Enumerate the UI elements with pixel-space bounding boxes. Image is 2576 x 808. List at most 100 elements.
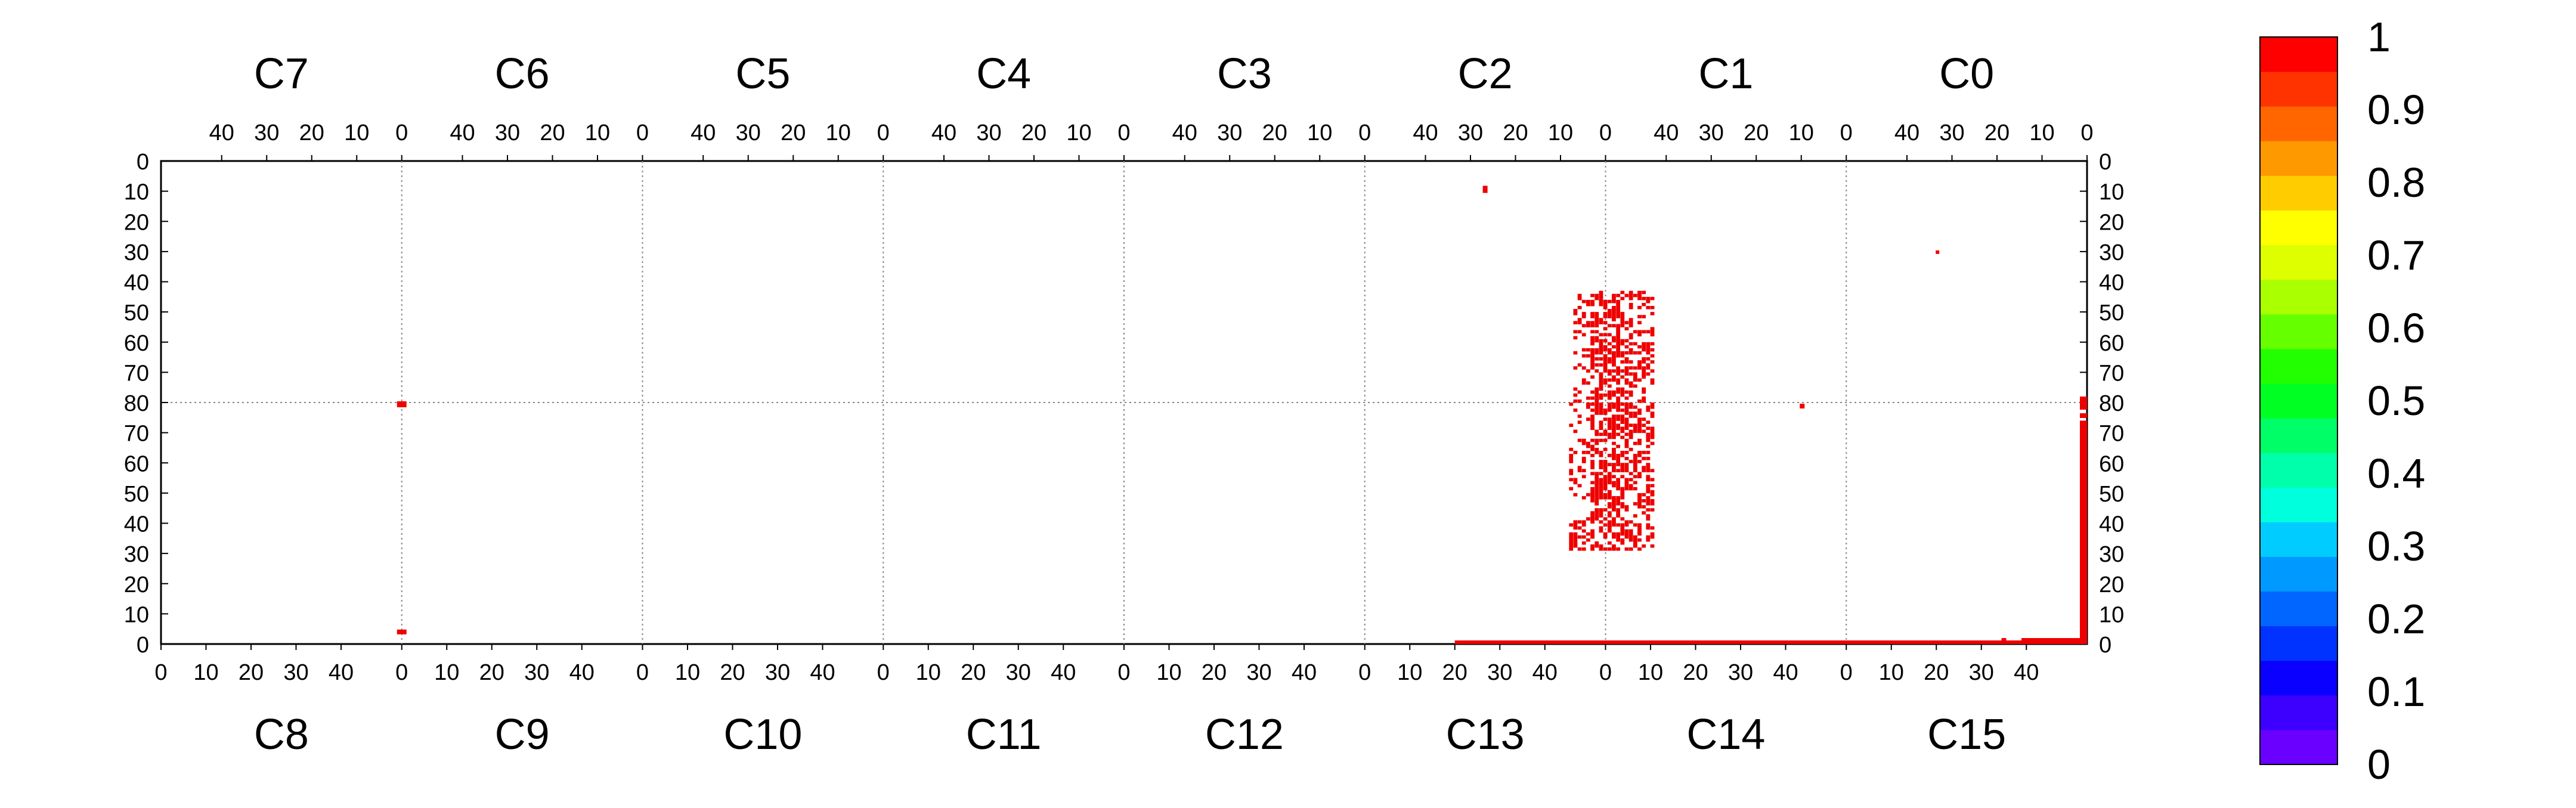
heatmap-cell	[1616, 333, 1621, 337]
heatmap-cell	[1612, 423, 1616, 428]
heatmap-cell	[1586, 381, 1590, 385]
heatmap-cell	[1594, 541, 1599, 545]
heatmap-cell	[1628, 547, 1633, 551]
heatmap-cell	[1646, 405, 1651, 409]
heatmap-cell	[1594, 502, 1599, 506]
heatmap-cell	[1612, 457, 1616, 460]
heatmap-cell	[1590, 366, 1595, 370]
heatmap-cell	[1586, 417, 1590, 421]
heatmap-cell	[1628, 403, 1633, 406]
heatmap-cell	[1620, 426, 1625, 431]
colorbar-segment	[2260, 729, 2337, 765]
colorbar-tick-label: 0.7	[2367, 232, 2425, 278]
heatmap-cell	[1594, 348, 1599, 352]
colorbar-segment	[2260, 348, 2337, 384]
heatmap-cell	[1607, 396, 1612, 400]
heatmap-cell	[1581, 520, 1586, 524]
heatmap-cell	[1650, 342, 1655, 346]
y-tick-left-label: 60	[124, 331, 149, 356]
heatmap-cell	[1569, 423, 1574, 428]
y-tick-right-label: 50	[2099, 301, 2124, 326]
heatmap-cell	[1594, 390, 1599, 394]
heatmap-cell	[1590, 324, 1595, 327]
heatmap-cell	[1594, 429, 1599, 434]
x-tick-bottom-label: 20	[239, 660, 264, 685]
heatmap-cell	[1612, 451, 1616, 454]
heatmap-cell	[1607, 342, 1612, 346]
colorbar-tick-label: 0.4	[2367, 450, 2425, 497]
heatmap-cell	[1616, 366, 1621, 370]
heatmap-cell	[1646, 466, 1651, 469]
heatmap-cell	[1607, 481, 1612, 485]
heatmap-cell	[1624, 508, 1629, 512]
y-tick-right-label: 30	[2099, 542, 2124, 567]
heatmap-cell	[1590, 454, 1595, 457]
heatmap-cell	[1599, 529, 1603, 533]
heatmap-cell	[1637, 333, 1642, 337]
heatmap-cell	[1642, 290, 1646, 295]
heatmap-cell	[2080, 420, 2087, 641]
heatmap-cell	[1646, 499, 1651, 503]
heatmap-cell	[1612, 435, 1616, 439]
heatmap-cell	[1650, 333, 1655, 337]
heatmap-cell	[1612, 441, 1616, 445]
heatmap-cell	[1624, 441, 1629, 445]
heatmap-cell	[1599, 372, 1603, 376]
heatmap-cell	[1642, 451, 1646, 454]
y-tick-right-label: 0	[2099, 150, 2111, 175]
heatmap-cell	[1590, 493, 1595, 497]
heatmap-cell	[1646, 372, 1651, 376]
heatmap-cell	[1612, 517, 1616, 521]
heatmap-cell	[1616, 460, 1621, 463]
heatmap-cell	[1650, 369, 1655, 373]
heatmap-cell	[1612, 429, 1616, 434]
heatmap-cell	[1569, 535, 1574, 539]
heatmap-cell	[1642, 457, 1646, 460]
heatmap-cell	[1637, 290, 1642, 295]
heatmap-cell	[1633, 475, 1637, 479]
heatmap-cell	[1603, 306, 1608, 309]
heatmap-cell	[1633, 544, 1637, 548]
x-tick-bottom-label: 40	[2014, 660, 2039, 685]
heatmap-cell	[1590, 321, 1595, 324]
heatmap-cell	[1616, 399, 1621, 403]
y-tick-left-label: 70	[124, 422, 149, 447]
heatmap-cell	[1620, 342, 1625, 346]
heatmap-cell	[397, 401, 407, 407]
heatmap-cell	[1599, 426, 1603, 431]
heatmap-cell	[1642, 429, 1646, 434]
heatmap-cell	[1581, 475, 1586, 479]
heatmap-cell	[1612, 351, 1616, 355]
y-tick-left-label: 0	[137, 150, 149, 175]
heatmap-cell	[1642, 330, 1646, 334]
heatmap-cell	[1599, 403, 1603, 406]
heatmap-cell	[1646, 475, 1651, 479]
heatmap-cell	[1633, 342, 1637, 346]
heatmap-cell	[1637, 378, 1642, 382]
colorbar-segment	[2260, 383, 2337, 419]
heatmap-cell	[1612, 293, 1616, 298]
heatmap-cell	[1612, 378, 1616, 382]
heatmap-cell	[1620, 324, 1625, 327]
heatmap-cell	[1590, 420, 1595, 424]
heatmap-cell	[1586, 405, 1590, 409]
heatmap-cell	[1586, 444, 1590, 448]
heatmap-cell	[1616, 345, 1621, 349]
y-tick-right-label: 80	[2099, 391, 2124, 416]
heatmap-cell	[1612, 309, 1616, 312]
y-tick-left-label: 20	[124, 210, 149, 235]
heatmap-cell	[1620, 523, 1625, 527]
heatmap-cell	[1590, 302, 1595, 307]
x-tick-bottom-label: 20	[1442, 660, 1467, 685]
heatmap-cell	[1594, 393, 1599, 397]
heatmap-cell	[1616, 499, 1621, 503]
x-tick-top-label: 0	[395, 120, 408, 145]
heatmap-cell	[1569, 544, 1574, 548]
heatmap-cell	[1628, 384, 1633, 388]
heatmap-cell	[1620, 429, 1625, 434]
heatmap-cell	[1594, 432, 1599, 436]
heatmap-cell	[1620, 496, 1625, 500]
heatmap-cell	[1637, 399, 1642, 403]
heatmap-cell	[1590, 351, 1595, 355]
heatmap-cell	[1607, 393, 1612, 397]
